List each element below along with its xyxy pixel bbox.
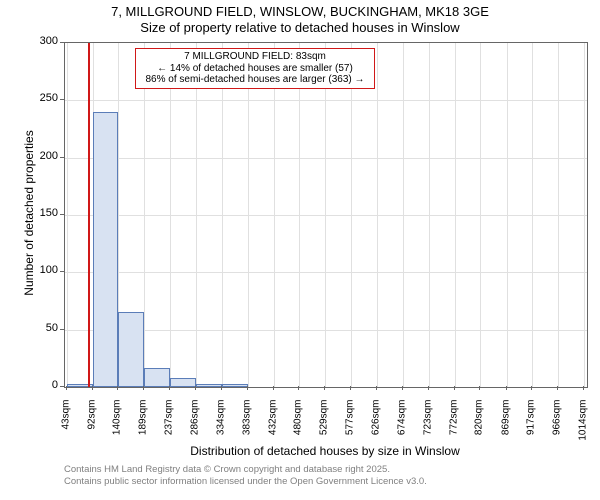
y-tick-label: 50 <box>28 322 58 334</box>
y-tick-label: 200 <box>28 150 58 162</box>
reference-line <box>88 43 90 387</box>
gridline-vertical <box>144 43 145 387</box>
annotation-line: ← 14% of detached houses are smaller (57… <box>140 63 370 75</box>
x-tick <box>350 386 351 390</box>
x-tick-label: 383sqm <box>241 400 252 448</box>
y-tick-label: 150 <box>28 207 58 219</box>
gridline-vertical <box>429 43 430 387</box>
y-tick-label: 100 <box>28 264 58 276</box>
x-tick <box>454 386 455 390</box>
footer-line-2: Contains public sector information licen… <box>64 476 427 487</box>
y-tick <box>60 214 64 215</box>
gridline-vertical <box>351 43 352 387</box>
footer-line-1: Contains HM Land Registry data © Crown c… <box>64 464 390 475</box>
y-tick-label: 0 <box>28 379 58 391</box>
y-tick-label: 250 <box>28 92 58 104</box>
gridline-vertical <box>584 43 585 387</box>
x-tick-label: 286sqm <box>190 400 201 448</box>
x-tick <box>402 386 403 390</box>
x-tick <box>117 386 118 390</box>
annotation-box: 7 MILLGROUND FIELD: 83sqm← 14% of detach… <box>135 48 375 89</box>
x-tick <box>428 386 429 390</box>
x-tick-label: 1014sqm <box>577 400 588 448</box>
x-tick-label: 334sqm <box>215 400 226 448</box>
x-tick-label: 577sqm <box>345 400 356 448</box>
y-tick <box>60 157 64 158</box>
x-tick-label: 674sqm <box>396 400 407 448</box>
x-tick-label: 189sqm <box>138 400 149 448</box>
histogram-bar <box>93 112 119 387</box>
x-tick-label: 723sqm <box>422 400 433 448</box>
annotation-line: 7 MILLGROUND FIELD: 83sqm <box>140 51 370 63</box>
gridline-vertical <box>558 43 559 387</box>
x-tick <box>92 386 93 390</box>
x-tick <box>247 386 248 390</box>
x-tick-label: 529sqm <box>319 400 330 448</box>
histogram-bar <box>144 368 170 387</box>
x-tick-label: 43sqm <box>60 400 71 448</box>
x-tick-label: 820sqm <box>474 400 485 448</box>
gridline-vertical <box>507 43 508 387</box>
x-tick-label: 772sqm <box>448 400 459 448</box>
x-tick <box>479 386 480 390</box>
x-tick-label: 432sqm <box>267 400 278 448</box>
histogram-bar <box>222 384 248 387</box>
x-tick <box>273 386 274 390</box>
x-tick <box>143 386 144 390</box>
gridline-vertical <box>248 43 249 387</box>
x-tick-label: 869sqm <box>500 400 511 448</box>
gridline-vertical <box>325 43 326 387</box>
x-tick <box>298 386 299 390</box>
x-tick <box>195 386 196 390</box>
x-tick-label: 237sqm <box>163 400 174 448</box>
histogram-bar <box>170 378 196 387</box>
chart-title: 7, MILLGROUND FIELD, WINSLOW, BUCKINGHAM… <box>0 4 600 35</box>
gridline-vertical <box>299 43 300 387</box>
x-tick <box>221 386 222 390</box>
x-tick-label: 140sqm <box>112 400 123 448</box>
gridline-vertical <box>377 43 378 387</box>
gridline-vertical <box>222 43 223 387</box>
annotation-line: 86% of semi-detached houses are larger (… <box>140 74 370 86</box>
y-tick <box>60 386 64 387</box>
histogram-bar <box>196 384 222 387</box>
x-tick <box>169 386 170 390</box>
title-line-1: 7, MILLGROUND FIELD, WINSLOW, BUCKINGHAM… <box>0 4 600 20</box>
histogram-bar <box>118 312 144 387</box>
x-tick <box>66 386 67 390</box>
x-tick <box>583 386 584 390</box>
x-tick-label: 917sqm <box>526 400 537 448</box>
gridline-vertical <box>480 43 481 387</box>
x-tick <box>324 386 325 390</box>
x-tick <box>376 386 377 390</box>
x-tick <box>531 386 532 390</box>
gridline-vertical <box>67 43 68 387</box>
title-line-2: Size of property relative to detached ho… <box>0 20 600 36</box>
x-tick-label: 480sqm <box>293 400 304 448</box>
x-tick-label: 966sqm <box>552 400 563 448</box>
y-tick <box>60 271 64 272</box>
x-tick <box>557 386 558 390</box>
y-tick <box>60 329 64 330</box>
x-tick-label: 92sqm <box>86 400 97 448</box>
gridline-vertical <box>455 43 456 387</box>
gridline-vertical <box>403 43 404 387</box>
y-tick <box>60 42 64 43</box>
y-tick-label: 300 <box>28 35 58 47</box>
x-tick-label: 626sqm <box>371 400 382 448</box>
gridline-vertical <box>532 43 533 387</box>
x-tick <box>506 386 507 390</box>
gridline-vertical <box>196 43 197 387</box>
chart-container: 7, MILLGROUND FIELD, WINSLOW, BUCKINGHAM… <box>0 0 600 500</box>
plot-area: 7 MILLGROUND FIELD: 83sqm← 14% of detach… <box>64 42 588 388</box>
y-tick <box>60 99 64 100</box>
gridline-vertical <box>170 43 171 387</box>
gridline-vertical <box>274 43 275 387</box>
